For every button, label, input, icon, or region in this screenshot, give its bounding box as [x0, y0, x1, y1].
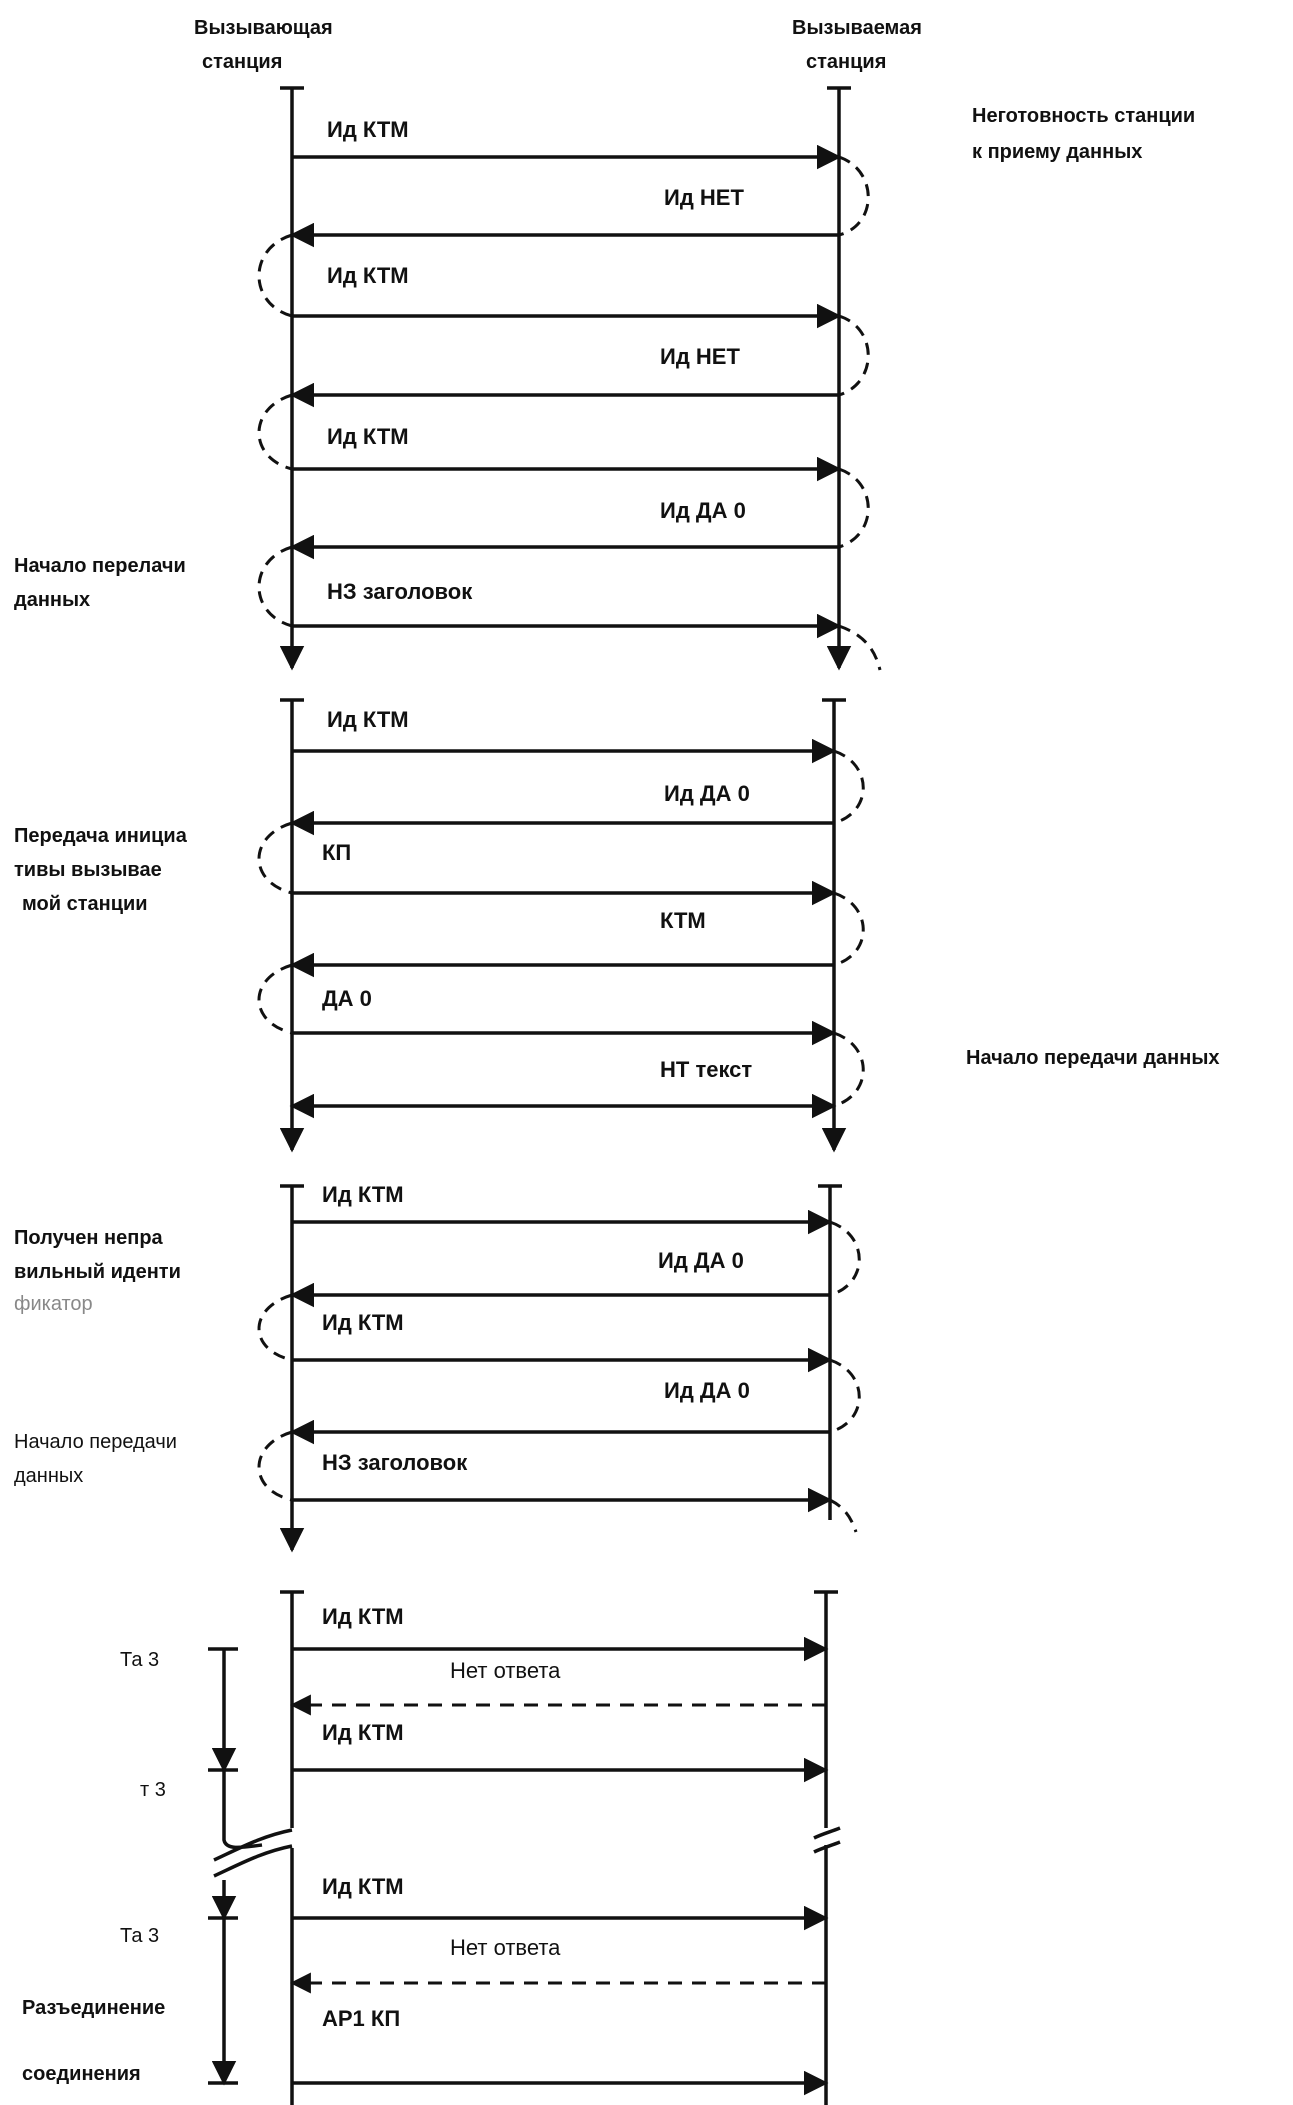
turnaround-loop — [257, 1430, 293, 1502]
message-label: Ид КТМ — [327, 424, 409, 449]
note-initiative-2: тивы вызывае — [14, 859, 162, 881]
timer-label-ta3: Та 3 — [120, 1925, 159, 1947]
break-mark — [813, 1826, 841, 1840]
note-initiative-3: мой станции — [22, 893, 148, 915]
note-start3-2: данных — [14, 1465, 83, 1487]
message-label: Ид ДА 0 — [658, 1248, 744, 1273]
note-not-ready-1: Неготовность станции — [972, 105, 1195, 127]
turnaround-loop — [833, 891, 865, 967]
callee-title-2: станция — [806, 51, 886, 73]
message-label: Ид КТМ — [327, 263, 409, 288]
message-label: АР1 КП — [322, 2006, 400, 2031]
turnaround-loop — [838, 314, 870, 397]
note-initiative-1: Передача инициа — [14, 825, 188, 847]
turnaround-loop — [838, 467, 870, 549]
message-label: Ид КТМ — [322, 1604, 404, 1629]
message-label: Ид ДА 0 — [660, 498, 746, 523]
message-label: НЗ заголовок — [327, 579, 473, 604]
message-label: Ид КТМ — [327, 117, 409, 142]
turnaround-loop — [833, 749, 865, 825]
note-wrong-id-3: фикатор — [14, 1293, 93, 1315]
turnaround-loop — [257, 963, 293, 1035]
message-label: Нет ответа — [450, 1658, 561, 1683]
timer-label-ta3: Та 3 — [120, 1649, 159, 1671]
message-label: ДА 0 — [322, 986, 372, 1011]
message-label: Ид НЕТ — [664, 185, 744, 210]
section-1: Ид КТМ Ид НЕТ Ид КТМ Ид НЕТ Ид КТМ Ид ДА… — [14, 86, 1195, 671]
section-2: Ид КТМ Ид ДА 0 КП КТМ ДА 0 НТ текст Пере… — [14, 698, 1220, 1153]
turnaround-loop — [257, 393, 293, 471]
message-label: НТ текст — [660, 1057, 752, 1082]
message-label: КП — [322, 840, 351, 865]
note-wrong-id-1: Получен непра — [14, 1227, 164, 1249]
note-start-right: Начало передачи данных — [966, 1047, 1220, 1069]
caller-title-2: станция — [202, 51, 282, 73]
section-3: Ид КТМ Ид ДА 0 Ид КТМ Ид ДА 0 НЗ заголов… — [14, 1182, 861, 1553]
note-disconnect-1: Разъединение — [22, 1997, 165, 2019]
turnaround-loop — [838, 155, 870, 237]
note-disconnect-2: соединения — [22, 2063, 141, 2085]
timer-arrow — [222, 1770, 263, 1850]
timer-label-t3: т 3 — [140, 1779, 166, 1801]
turnaround-loop — [829, 1358, 861, 1434]
message-label: НЗ заголовок — [322, 1450, 468, 1475]
section-4: Ид КТМ Нет ответа Ид КТМ Ид КТМ Нет отве… — [22, 1590, 841, 2105]
message-label: Ид НЕТ — [660, 344, 740, 369]
message-label: Ид КТМ — [322, 1182, 404, 1207]
note-start3-1: Начало передачи — [14, 1431, 177, 1453]
turnaround-loop — [829, 1498, 858, 1533]
caller-title-1: Вызывающая — [194, 17, 333, 39]
note-start-2: данных — [14, 589, 90, 611]
message-label: Ид ДА 0 — [664, 781, 750, 806]
message-label: Ид КТМ — [322, 1310, 404, 1335]
turnaround-loop — [257, 1293, 293, 1362]
turnaround-loop — [829, 1220, 861, 1297]
message-label: Ид КТМ — [322, 1720, 404, 1745]
turnaround-loop — [833, 1031, 865, 1108]
note-not-ready-2: к приему данных — [972, 141, 1142, 163]
break-mark — [213, 1844, 293, 1878]
turnaround-loop — [257, 233, 293, 318]
note-start-1: Начало перелачи — [14, 555, 186, 577]
callee-title-1: Вызываемая — [792, 17, 922, 39]
break-mark — [213, 1828, 293, 1862]
message-label: Нет ответа — [450, 1935, 561, 1960]
turnaround-loop — [838, 624, 882, 671]
message-label: Ид ДА 0 — [664, 1378, 750, 1403]
message-label: Ид КТМ — [327, 707, 409, 732]
message-label: КТМ — [660, 908, 706, 933]
turnaround-loop — [257, 821, 293, 895]
turnaround-loop — [257, 545, 293, 628]
note-wrong-id-2: вильный иденти — [14, 1261, 181, 1283]
message-label: Ид КТМ — [322, 1874, 404, 1899]
